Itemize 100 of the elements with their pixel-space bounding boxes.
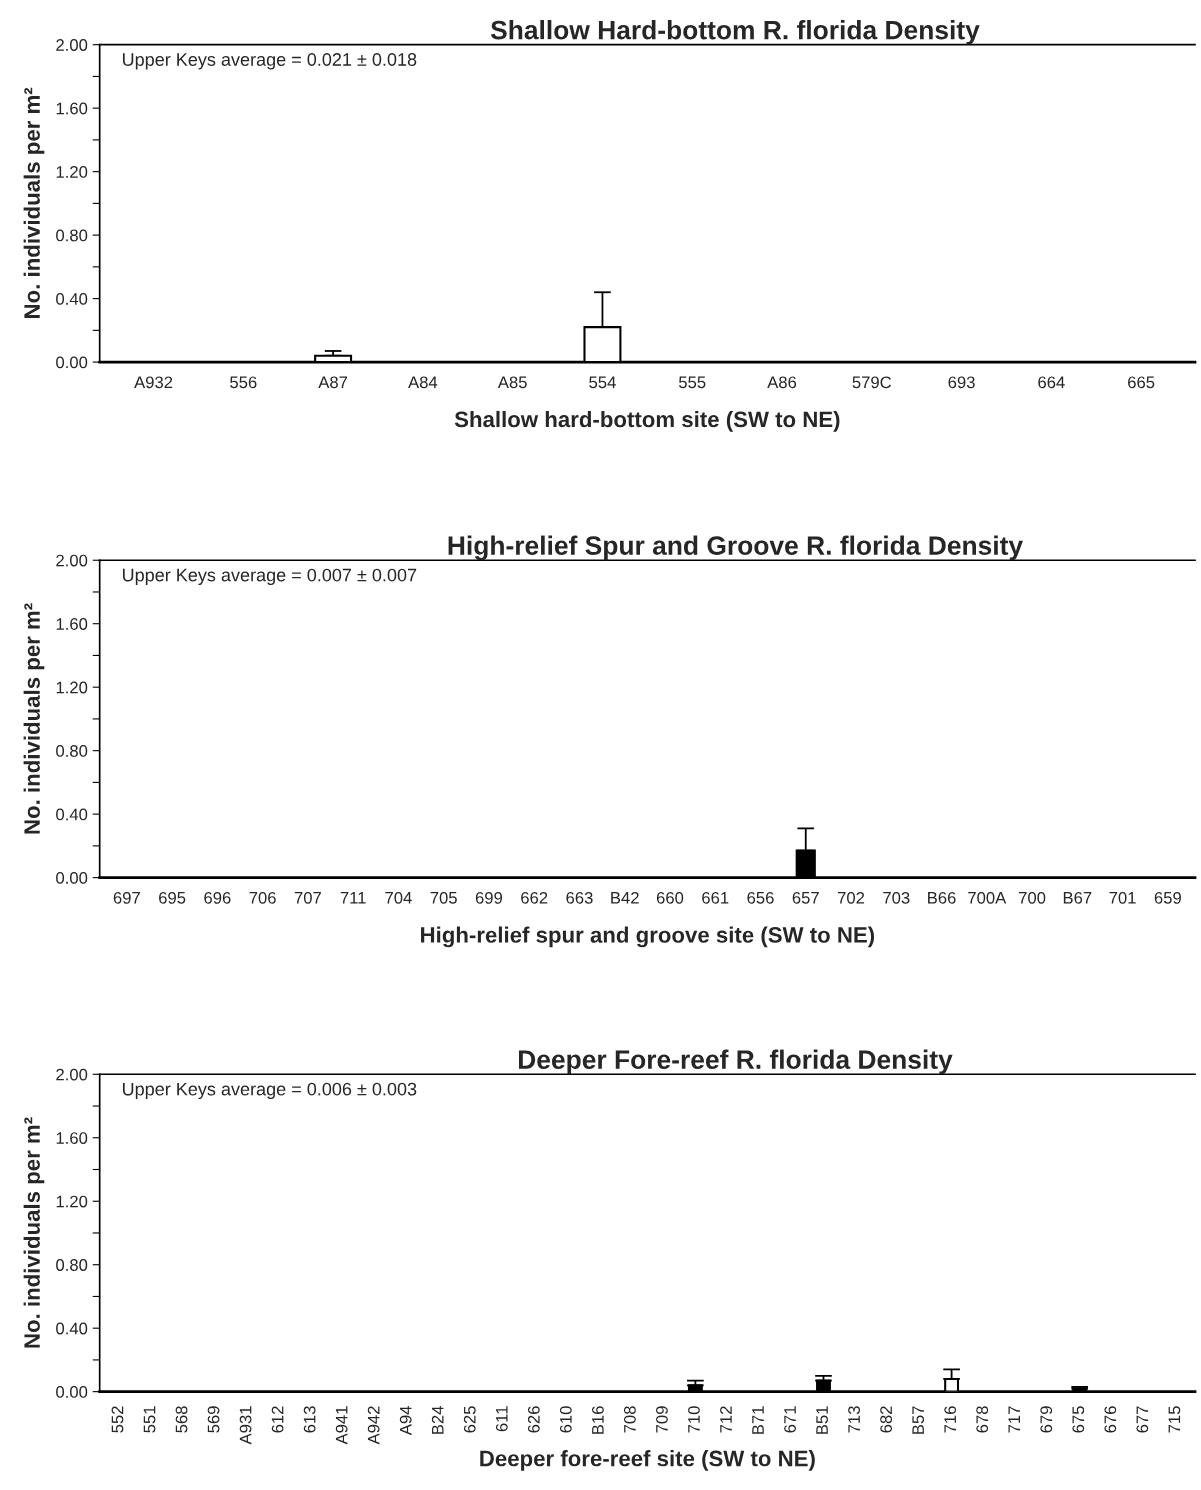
x-tick-label: A932 bbox=[134, 376, 173, 389]
x-tick-label: 677 bbox=[1136, 1406, 1149, 1433]
x-tick-label: 611 bbox=[495, 1406, 508, 1432]
x-tick-label: 700A bbox=[968, 891, 1007, 904]
x-tick-label: B51 bbox=[816, 1406, 828, 1434]
x-tick-label: A931 bbox=[239, 1406, 252, 1445]
x-tick-label: 717 bbox=[1008, 1406, 1020, 1433]
y-axis-title: No. individuals per m² bbox=[23, 1117, 45, 1348]
x-tick-label: 613 bbox=[303, 1406, 316, 1433]
x-tick-label: B67 bbox=[1063, 891, 1092, 904]
y-tick-label: 1.20 bbox=[56, 166, 88, 178]
x-tick-label: 555 bbox=[678, 376, 706, 389]
chart-title: Shallow Hard-bottom R. florida Density bbox=[490, 20, 980, 45]
x-tick-label: 660 bbox=[656, 891, 684, 904]
x-tick-label: 656 bbox=[747, 891, 774, 904]
x-tick-label: 626 bbox=[527, 1406, 540, 1433]
x-tick-label: 675 bbox=[1072, 1406, 1085, 1433]
x-tick-label: 679 bbox=[1040, 1406, 1053, 1433]
y-tick-label: 0.80 bbox=[56, 229, 88, 242]
x-tick-label: 699 bbox=[475, 891, 503, 904]
x-tick-label: 569 bbox=[207, 1406, 220, 1433]
x-tick-label: 657 bbox=[792, 891, 819, 904]
chart-title: High-relief Spur and Groove R. florida Density bbox=[448, 535, 1023, 561]
x-tick-label: 707 bbox=[294, 891, 321, 904]
x-tick-label: B24 bbox=[431, 1406, 444, 1434]
x-tick-label: 579C bbox=[852, 376, 892, 389]
x-tick-label: 678 bbox=[976, 1406, 989, 1433]
x-tick-label: 625 bbox=[463, 1406, 476, 1433]
y-tick-label: 2.00 bbox=[56, 39, 88, 51]
x-tick-label: 693 bbox=[948, 376, 975, 389]
x-tick-label: 701 bbox=[1109, 891, 1136, 904]
x-tick-label: 704 bbox=[385, 891, 412, 904]
y-tick-label: 0.40 bbox=[56, 293, 88, 305]
y-axis-title: No. individuals per m² bbox=[23, 87, 45, 318]
x-tick-label: B57 bbox=[912, 1406, 925, 1434]
y-tick-label: 0.80 bbox=[56, 1259, 88, 1271]
x-tick-label: 682 bbox=[880, 1406, 893, 1433]
x-axis-title: Deeper fore-reef site (SW to NE) bbox=[480, 1450, 815, 1471]
chart-title: Deeper Fore-reef R. florida Density bbox=[518, 1049, 953, 1075]
x-tick-label: 661 bbox=[702, 891, 729, 904]
x-tick-label: A85 bbox=[497, 376, 527, 389]
x-tick-label: 702 bbox=[837, 891, 865, 904]
x-tick-label: B66 bbox=[928, 891, 956, 904]
x-tick-label: 708 bbox=[624, 1406, 636, 1433]
y-tick-label: 1.60 bbox=[56, 1132, 88, 1144]
x-tick-label: 712 bbox=[720, 1406, 732, 1433]
x-tick-label: B42 bbox=[611, 891, 639, 904]
y-tick-label: 0.00 bbox=[56, 356, 88, 369]
x-tick-label: 665 bbox=[1128, 376, 1155, 389]
x-tick-label: 671 bbox=[784, 1406, 796, 1433]
x-tick-label: 705 bbox=[430, 891, 457, 904]
x-tick-label: 659 bbox=[1154, 891, 1181, 904]
x-tick-label: 663 bbox=[566, 891, 593, 904]
y-axis-title: No. individuals per m² bbox=[23, 603, 45, 834]
annotation: Upper Keys average = 0.006 ± 0.003 bbox=[122, 1082, 417, 1100]
x-tick-label: 710 bbox=[688, 1406, 700, 1433]
x-tick-label: A86 bbox=[767, 376, 797, 389]
x-tick-label: 610 bbox=[559, 1406, 572, 1433]
x-tick-label: 706 bbox=[249, 891, 276, 904]
x-tick-label: 568 bbox=[175, 1406, 188, 1433]
x-tick-label: 716 bbox=[944, 1406, 957, 1433]
x-tick-label: 697 bbox=[113, 891, 140, 904]
annotation: Upper Keys average = 0.007 ± 0.007 bbox=[122, 568, 417, 586]
x-tick-label: 713 bbox=[848, 1406, 860, 1433]
x-tick-label: 715 bbox=[1168, 1406, 1181, 1433]
x-tick-label: A84 bbox=[408, 376, 438, 389]
x-tick-label: 676 bbox=[1104, 1406, 1117, 1433]
x-axis-title: High-relief spur and groove site (SW to NE) bbox=[421, 926, 875, 948]
y-tick-label: 2.00 bbox=[56, 554, 88, 567]
x-axis-title: Shallow hard-bottom site (SW to NE) bbox=[454, 410, 840, 432]
x-tick-label: A942 bbox=[367, 1406, 380, 1445]
x-tick-label: 711 bbox=[340, 892, 366, 904]
x-tick-label: A941 bbox=[335, 1406, 348, 1445]
y-tick-label: 0.00 bbox=[56, 872, 88, 884]
x-tick-label: 695 bbox=[159, 891, 186, 904]
x-tick-label: 556 bbox=[230, 376, 257, 389]
y-tick-label: 1.20 bbox=[56, 1195, 88, 1208]
y-tick-label: 1.60 bbox=[56, 102, 88, 115]
x-tick-label: 664 bbox=[1038, 376, 1065, 389]
y-tick-label: 0.40 bbox=[56, 808, 88, 821]
x-tick-label: 709 bbox=[656, 1406, 668, 1433]
x-tick-label: 554 bbox=[589, 376, 616, 389]
y-tick-label: 1.60 bbox=[56, 618, 88, 630]
y-tick-label: 0.00 bbox=[56, 1386, 88, 1398]
y-tick-label: 0.40 bbox=[56, 1322, 88, 1335]
y-tick-label: 1.20 bbox=[56, 681, 88, 694]
x-tick-label: 700 bbox=[1019, 891, 1046, 904]
x-tick-label: B71 bbox=[752, 1406, 764, 1434]
x-tick-label: 551 bbox=[143, 1406, 156, 1433]
x-tick-label: B16 bbox=[591, 1406, 604, 1434]
x-tick-label: 696 bbox=[204, 891, 231, 904]
annotation: Upper Keys average = 0.021 ± 0.018 bbox=[122, 53, 417, 70]
x-tick-label: 662 bbox=[521, 891, 548, 904]
x-tick-label: A87 bbox=[318, 376, 348, 389]
x-tick-label: A94 bbox=[399, 1406, 412, 1436]
x-tick-label: 552 bbox=[111, 1406, 124, 1433]
x-tick-label: 703 bbox=[883, 891, 910, 904]
y-tick-label: 2.00 bbox=[56, 1068, 88, 1081]
x-tick-label: 612 bbox=[271, 1406, 284, 1433]
y-tick-label: 0.80 bbox=[56, 745, 88, 757]
